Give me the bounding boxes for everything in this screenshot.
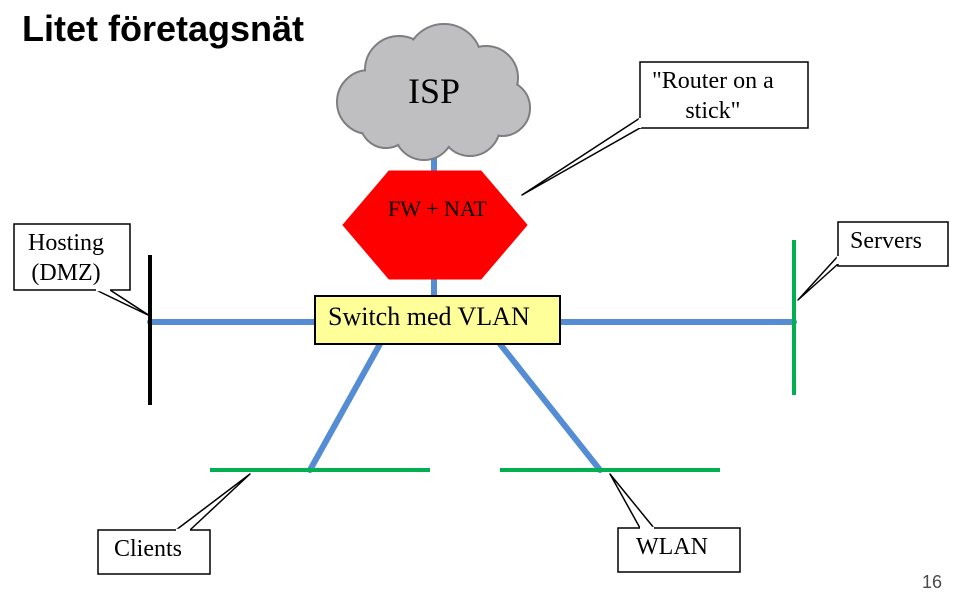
wlan-label: WLAN [636, 534, 708, 561]
diagram-stage: Litet företagsnät ISP FW + NAT Switch me… [0, 0, 960, 599]
hosting-label: Hosting (DMZ) [28, 228, 104, 288]
isp-label: ISP [408, 70, 460, 112]
servers-label: Servers [850, 228, 922, 255]
firewall-hexagon [343, 171, 527, 279]
switch-label: Switch med VLAN [328, 302, 530, 332]
diagram-svg [0, 0, 960, 599]
router-on-stick-label: "Router on a stick" [652, 66, 774, 126]
clients-label: Clients [114, 536, 182, 563]
fwnat-label: FW + NAT [388, 196, 487, 222]
page-number: 16 [922, 572, 942, 593]
